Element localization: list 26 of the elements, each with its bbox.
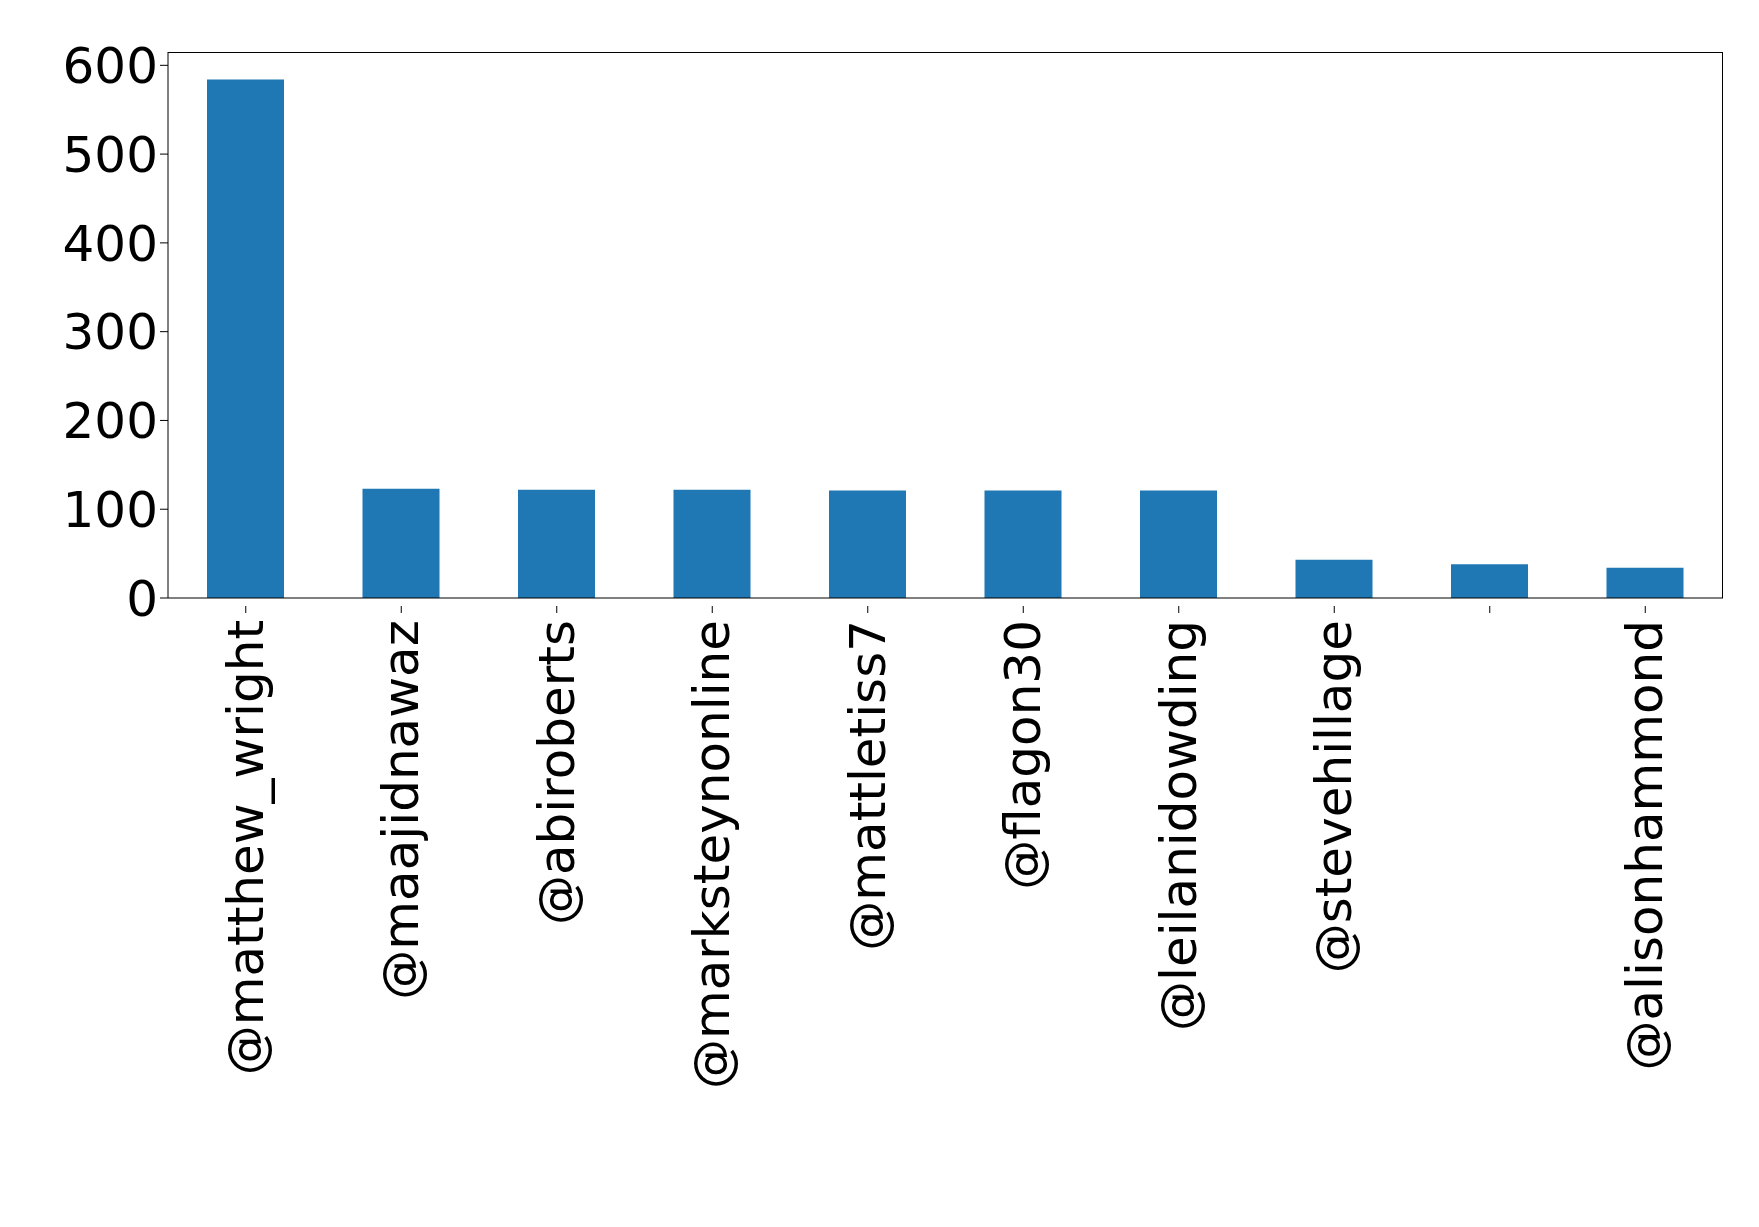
bar: [362, 488, 440, 598]
x-tick-label: @maajidnawaz: [372, 620, 431, 1000]
x-tick-label: @stevehillage: [1305, 620, 1364, 974]
y-tick-label: 100: [62, 480, 158, 539]
y-tick-label: 0: [126, 569, 158, 628]
y-tick-label: 400: [62, 214, 158, 273]
y-tick-label: 500: [62, 125, 158, 184]
x-tick-label: @matthew_wright: [216, 620, 275, 1076]
y-tick-label: 200: [62, 392, 158, 451]
bar: [1140, 490, 1217, 598]
x-tick-label: @leilanidowding: [1149, 620, 1208, 1031]
bar: [518, 489, 595, 598]
x-tick-label: @mattletiss7: [838, 620, 897, 951]
x-tick-label: @alisonhammond: [1616, 620, 1675, 1071]
bar: [1451, 564, 1528, 598]
bar: [984, 490, 1062, 598]
bar: [207, 79, 284, 598]
y-tick-label: 300: [62, 303, 158, 362]
x-tick-label: @abiroberts: [527, 620, 586, 926]
bar: [1295, 559, 1373, 598]
x-tick-label: @flagon30: [994, 620, 1053, 890]
bar: [829, 490, 906, 598]
bar: [673, 489, 751, 598]
bar: [1606, 567, 1684, 598]
x-tick-label: @marksteynonline: [683, 620, 742, 1090]
y-tick-label: 600: [62, 37, 158, 96]
